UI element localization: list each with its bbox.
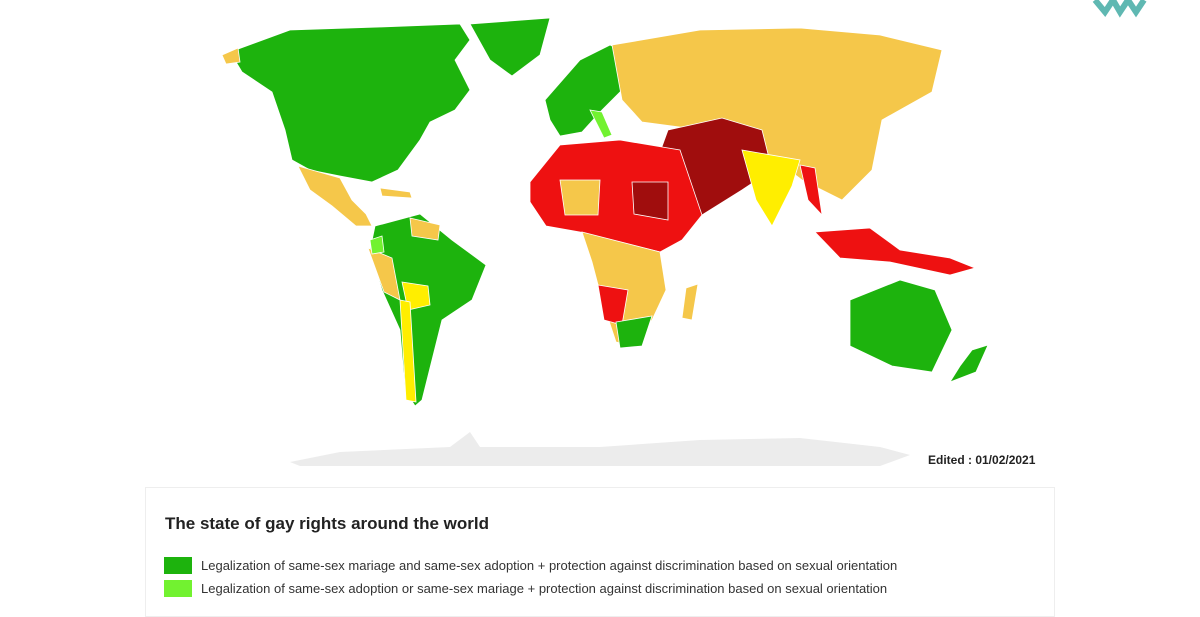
south-america <box>369 213 487 407</box>
guianas <box>409 217 441 241</box>
myanmar <box>799 164 823 217</box>
caribbean <box>379 187 413 199</box>
legend-swatch <box>164 580 192 597</box>
south-africa <box>615 315 653 349</box>
north-africa <box>529 139 703 253</box>
legend-title: The state of gay rights around the world <box>165 514 489 533</box>
australia <box>849 279 953 373</box>
west-africa <box>559 179 601 216</box>
ecuador <box>369 235 385 255</box>
madagascar <box>681 283 699 321</box>
world-map <box>221 0 1147 466</box>
antarctica <box>290 432 910 466</box>
chile <box>399 299 417 403</box>
logo <box>1092 0 1147 18</box>
legend-label: Legalization of same-sex adoption or sam… <box>201 581 888 596</box>
sudan <box>631 181 669 221</box>
legend-item: Legalization of same-sex adoption or sam… <box>164 580 887 597</box>
legend-item: Legalization of same-sex mariage and sam… <box>164 557 897 574</box>
edited-date: Edited : 01/02/2021 <box>928 453 1036 467</box>
north-america <box>229 23 471 183</box>
indonesia <box>814 227 977 276</box>
greenland <box>469 17 551 77</box>
new-zealand <box>949 344 989 383</box>
russia-asia <box>611 27 943 201</box>
page: Edited : 01/02/2021 The state of gay rig… <box>145 0 1147 617</box>
alaska-edge <box>221 47 241 65</box>
central-america <box>297 165 373 227</box>
india <box>741 149 801 227</box>
europe <box>544 44 633 137</box>
legend-label: Legalization of same-sex mariage and sam… <box>201 558 898 573</box>
legend-swatch <box>164 557 192 574</box>
legend: The state of gay rights around the world… <box>145 487 1055 617</box>
italy <box>589 109 613 139</box>
